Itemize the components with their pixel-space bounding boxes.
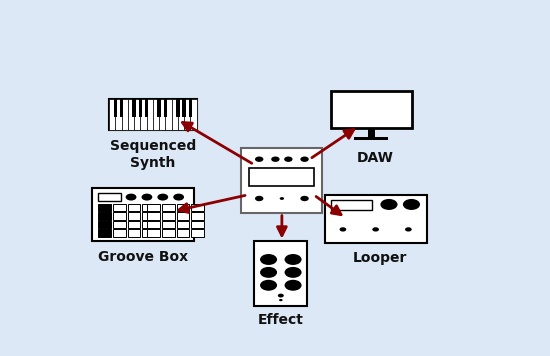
- Circle shape: [381, 199, 398, 210]
- Text: Groove Box: Groove Box: [98, 250, 189, 264]
- Circle shape: [339, 227, 347, 231]
- Bar: [122, 99, 128, 130]
- Circle shape: [284, 157, 293, 162]
- Bar: [172, 99, 178, 130]
- Bar: [190, 99, 196, 130]
- Circle shape: [173, 194, 184, 200]
- Bar: [113, 204, 126, 211]
- Circle shape: [279, 197, 284, 200]
- Circle shape: [403, 199, 420, 210]
- Bar: [176, 99, 180, 117]
- Bar: [120, 99, 123, 117]
- Bar: [113, 221, 126, 228]
- Circle shape: [300, 157, 309, 162]
- Circle shape: [260, 267, 277, 278]
- Bar: [98, 193, 121, 201]
- Circle shape: [255, 196, 263, 201]
- Bar: [147, 212, 160, 220]
- Bar: [147, 204, 160, 211]
- Bar: [191, 212, 204, 220]
- Circle shape: [271, 157, 279, 162]
- Circle shape: [141, 194, 152, 200]
- Bar: [140, 99, 147, 130]
- Bar: [368, 128, 375, 137]
- Bar: [162, 204, 175, 211]
- Circle shape: [284, 280, 301, 291]
- Text: Looper: Looper: [353, 251, 407, 265]
- Circle shape: [279, 299, 283, 301]
- Bar: [162, 212, 175, 220]
- Bar: [139, 99, 142, 117]
- Bar: [354, 137, 388, 140]
- Bar: [116, 99, 122, 130]
- Bar: [128, 212, 140, 220]
- Circle shape: [255, 157, 263, 162]
- Bar: [134, 99, 140, 130]
- Bar: [254, 241, 307, 306]
- Bar: [189, 99, 192, 117]
- Bar: [162, 221, 175, 228]
- Circle shape: [260, 254, 277, 265]
- Bar: [241, 148, 322, 213]
- Bar: [177, 229, 190, 237]
- Bar: [109, 99, 116, 130]
- Bar: [142, 221, 155, 228]
- Circle shape: [284, 267, 301, 278]
- Bar: [324, 195, 427, 243]
- Bar: [133, 99, 136, 117]
- Bar: [331, 200, 372, 210]
- Bar: [98, 212, 111, 220]
- Bar: [98, 204, 111, 211]
- Bar: [183, 99, 186, 117]
- Circle shape: [125, 194, 136, 200]
- Bar: [113, 212, 126, 220]
- Circle shape: [284, 254, 301, 265]
- Circle shape: [157, 194, 168, 200]
- Circle shape: [372, 227, 379, 231]
- Bar: [178, 99, 184, 130]
- Bar: [191, 204, 204, 211]
- Bar: [128, 99, 134, 130]
- Bar: [177, 221, 190, 228]
- Bar: [157, 99, 161, 117]
- Bar: [92, 188, 195, 241]
- Bar: [113, 229, 126, 237]
- Bar: [142, 204, 155, 211]
- Bar: [98, 221, 111, 228]
- Bar: [177, 212, 190, 220]
- Circle shape: [260, 280, 277, 291]
- Circle shape: [278, 294, 284, 298]
- Bar: [128, 229, 140, 237]
- Text: Effect: Effect: [258, 313, 304, 327]
- Bar: [153, 99, 159, 130]
- Circle shape: [405, 227, 412, 231]
- Bar: [147, 229, 160, 237]
- Bar: [162, 229, 175, 237]
- Bar: [250, 168, 314, 185]
- Bar: [128, 204, 140, 211]
- Bar: [147, 221, 160, 228]
- Bar: [191, 229, 204, 237]
- Bar: [98, 229, 111, 237]
- Bar: [142, 229, 155, 237]
- Circle shape: [300, 196, 309, 201]
- Bar: [164, 99, 167, 117]
- Bar: [177, 204, 190, 211]
- Text: Sequenced
Synth: Sequenced Synth: [110, 139, 196, 170]
- Bar: [114, 99, 117, 117]
- Text: DAW: DAW: [357, 151, 394, 165]
- Bar: [147, 99, 153, 130]
- Bar: [128, 221, 140, 228]
- Bar: [184, 99, 190, 130]
- Bar: [166, 99, 172, 130]
- Bar: [191, 221, 204, 228]
- Bar: [145, 99, 149, 117]
- Bar: [109, 99, 197, 130]
- Bar: [159, 99, 166, 130]
- Bar: [331, 91, 412, 128]
- Bar: [142, 212, 155, 220]
